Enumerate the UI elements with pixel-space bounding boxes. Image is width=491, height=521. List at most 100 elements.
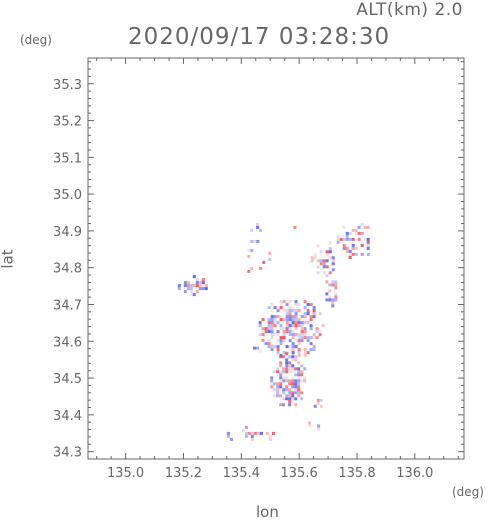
echo-cell — [285, 324, 289, 328]
echo-cell — [294, 367, 298, 371]
echo-cell — [294, 333, 298, 337]
echo-cell — [331, 298, 335, 302]
echo-cell — [183, 281, 187, 285]
echo-cell — [186, 278, 190, 282]
echo-cell — [288, 394, 292, 398]
echo-cell — [297, 385, 301, 389]
echo-cell — [291, 309, 295, 313]
y-tick-label: 34.9 — [53, 225, 82, 240]
echo-cell — [270, 348, 274, 352]
echo-cell — [306, 312, 310, 316]
echo-cell — [198, 284, 202, 288]
echo-cell — [201, 284, 205, 288]
echo-cell — [282, 355, 286, 359]
echo-cell — [270, 327, 274, 331]
echo-cell — [282, 315, 286, 319]
echo-cell — [322, 271, 326, 275]
echo-cell — [328, 241, 332, 245]
echo-cell — [297, 388, 301, 392]
echo-cell — [325, 253, 329, 257]
echo-cell — [366, 240, 370, 244]
echo-cell — [288, 300, 292, 304]
echo-cell — [285, 367, 289, 371]
echo-cell — [316, 271, 320, 275]
echo-cell — [270, 333, 274, 337]
echo-cell — [303, 318, 307, 322]
echo-cell — [195, 278, 199, 282]
echo-cell — [312, 309, 316, 313]
echo-cell — [267, 342, 271, 346]
echo-cell — [276, 333, 280, 337]
echo-cell — [285, 345, 289, 349]
echo-cell — [306, 336, 310, 340]
echo-cell — [180, 287, 184, 291]
echo-cell — [259, 349, 262, 353]
echo-cell — [288, 306, 292, 310]
echo-cell — [282, 403, 286, 407]
echo-cell — [288, 376, 292, 380]
echo-cell — [291, 382, 295, 386]
echo-cell — [360, 222, 364, 226]
echo-cell — [303, 306, 307, 310]
echo-cell — [334, 286, 338, 290]
echo-cell — [288, 321, 292, 325]
echo-cell — [285, 379, 289, 383]
echo-cell — [294, 300, 298, 304]
echo-cell — [309, 327, 313, 331]
echo-cell — [354, 234, 358, 238]
y-tick-label: 34.6 — [53, 335, 82, 350]
echo-cell — [189, 284, 193, 288]
echo-cell — [247, 254, 251, 258]
echo-cell — [303, 376, 307, 380]
axis-ticks: 135.0 135.2 135.4 135.6 135.8 136.0 34.3 34.4 34… — [53, 58, 464, 481]
echo-cell — [318, 330, 322, 334]
echo-cell — [297, 370, 301, 374]
echo-cell — [306, 339, 310, 343]
echo-cell — [294, 382, 298, 386]
echo-cell — [325, 298, 329, 302]
echo-cell — [183, 284, 187, 288]
echo-cell — [294, 385, 298, 389]
echo-cell — [360, 243, 364, 247]
echo-cell — [294, 345, 298, 349]
echo-cell — [303, 327, 307, 331]
y-tick-label: 35.1 — [53, 151, 82, 166]
echo-cell — [276, 385, 280, 389]
echo-cell — [309, 324, 313, 328]
echo-cell — [264, 327, 268, 331]
echo-cell — [268, 257, 272, 261]
echo-cell — [294, 394, 298, 398]
echo-cell — [316, 244, 320, 248]
echo-cell — [366, 252, 370, 256]
echo-cell — [267, 333, 271, 337]
echo-cell — [316, 262, 320, 266]
echo-cell — [294, 327, 298, 331]
echo-cell — [300, 373, 304, 377]
echo-cell — [267, 324, 271, 328]
chart-title-timestamp: 2020/09/17 03:28:30 — [128, 24, 391, 50]
echo-cell — [303, 300, 307, 304]
echo-cell — [297, 361, 301, 365]
echo-cell — [285, 312, 289, 316]
echo-cell — [300, 364, 304, 368]
echo-cell — [189, 290, 193, 294]
echo-cell — [345, 228, 349, 232]
echo-cell — [357, 225, 361, 229]
echo-cell — [315, 327, 319, 331]
echo-cell — [294, 388, 298, 392]
echo-cell — [303, 312, 307, 316]
echo-cell — [195, 287, 199, 291]
echo-cell — [273, 315, 277, 319]
echo-cell — [276, 309, 280, 313]
echo-cell — [366, 243, 370, 247]
echo-cell — [351, 243, 355, 247]
echo-cell — [297, 394, 301, 398]
echo-cell — [195, 290, 199, 294]
echo-cell — [282, 330, 286, 334]
echo-cell — [273, 333, 277, 337]
echo-cell — [348, 252, 352, 256]
echo-cell — [300, 336, 304, 340]
echo-cell — [279, 355, 283, 359]
echo-cell — [311, 427, 315, 431]
echo-cell — [325, 280, 329, 284]
